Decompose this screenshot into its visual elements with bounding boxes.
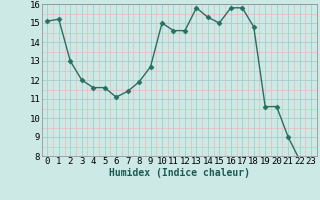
X-axis label: Humidex (Indice chaleur): Humidex (Indice chaleur) — [109, 168, 250, 178]
